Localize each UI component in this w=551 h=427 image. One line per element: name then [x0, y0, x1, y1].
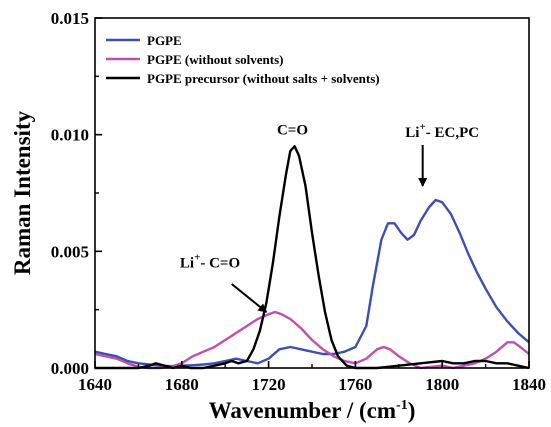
x-axis-title-main: Wavenumber / (cm [209, 398, 396, 423]
annotation-1: C=O [277, 123, 308, 139]
legend-label-3: PGPE precursor (without salts + solvents… [147, 71, 380, 86]
x-tick-label: 1720 [252, 375, 286, 394]
y-tick-label: 0.005 [51, 242, 89, 261]
series-lines [94, 145, 530, 370]
annotations: C=O Li+- EC,PC Li+- C=O [180, 121, 479, 313]
x-axis-title-sup: -1 [396, 398, 408, 413]
annotation-2: Li+- EC,PC [405, 121, 479, 141]
axis-ticks: 1640 1680 1720 1760 1800 1840 0.000 0.005 0.010 0… [51, 9, 546, 394]
series-line-2 [94, 310, 530, 370]
series-line-3 [95, 145, 530, 370]
x-tick-label: 1840 [512, 375, 546, 394]
x-axis-title: Wavenumber / (cm-1) [209, 398, 416, 423]
y-tick-label: 0.010 [51, 126, 89, 145]
annotation-arrow-3 [231, 283, 268, 313]
legend: PGPE PGPE (without solvents) PGPE precurso… [106, 33, 380, 86]
legend-label-2: PGPE (without solvents) [147, 52, 284, 67]
x-tick-label: 1680 [165, 375, 199, 394]
y-tick-label: 0.015 [51, 9, 89, 28]
y-tick-label: 0.000 [51, 359, 89, 378]
x-tick-label: 1800 [425, 375, 459, 394]
y-axis-title: Raman Intensity [10, 110, 35, 275]
x-tick-label: 1760 [338, 375, 372, 394]
legend-label-1: PGPE [147, 33, 182, 48]
annotation-3: Li+- C=O [180, 252, 240, 272]
x-axis-title-close: ) [408, 398, 416, 423]
x-tick-label: 1640 [78, 375, 112, 394]
